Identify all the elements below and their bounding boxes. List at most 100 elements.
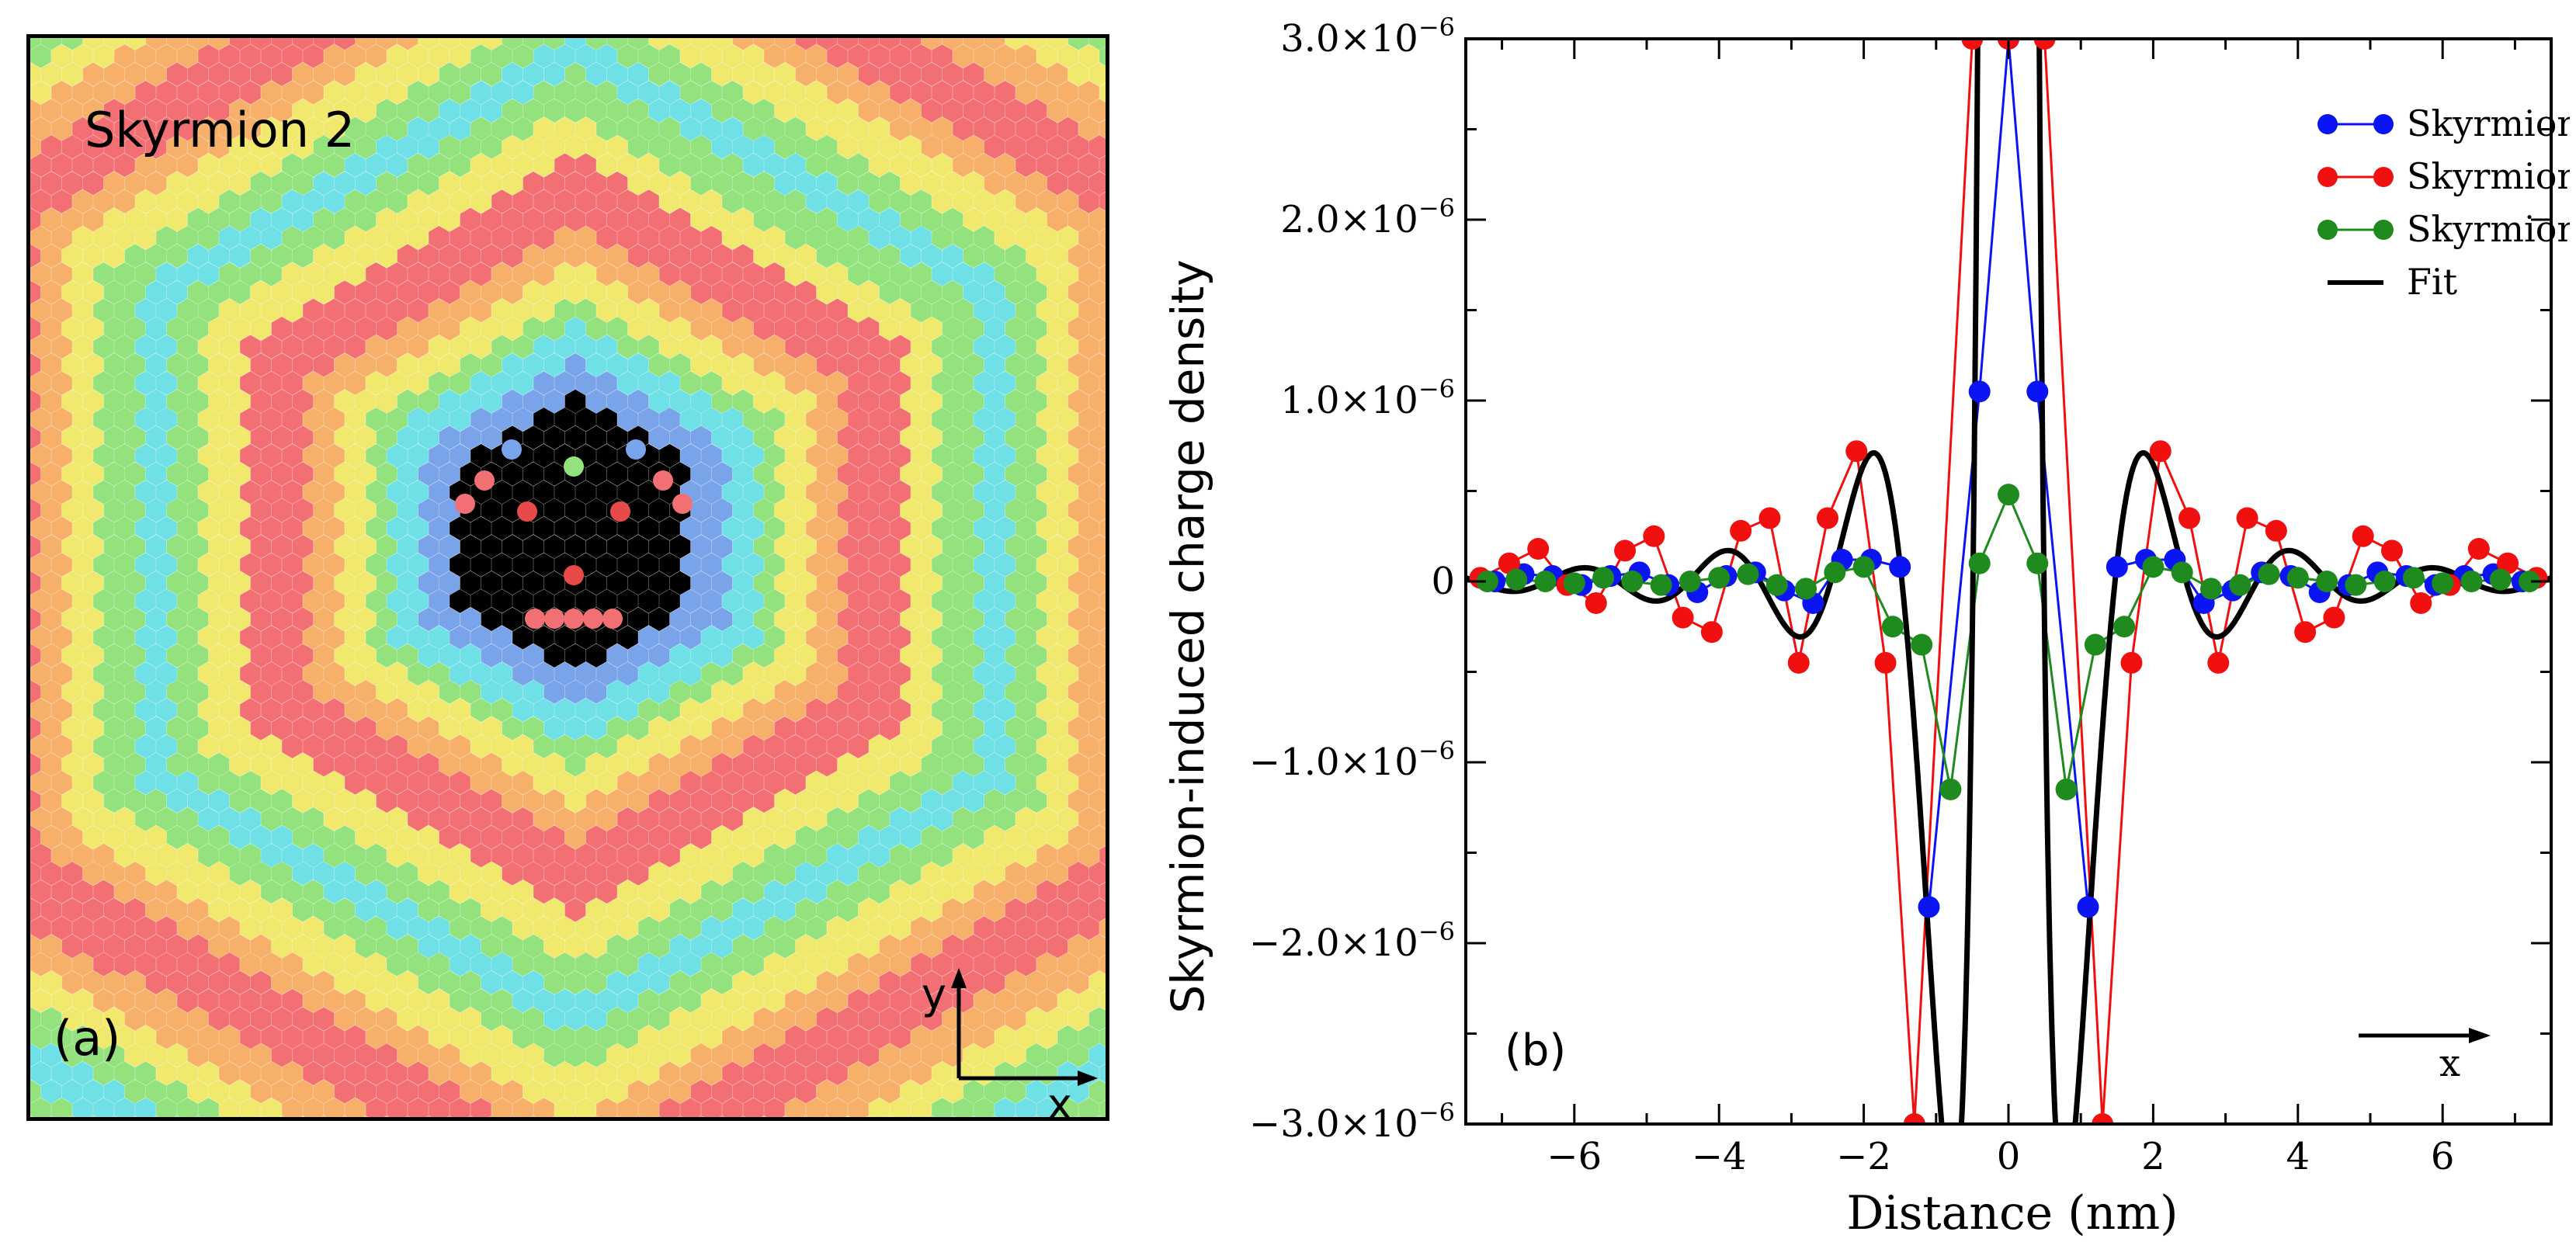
lattice-hex	[711, 752, 733, 777]
lattice-hex	[219, 952, 240, 977]
lattice-hex	[743, 153, 764, 178]
lattice-hex	[481, 244, 502, 269]
lattice-hex	[460, 1079, 481, 1104]
lattice-hex	[879, 389, 901, 414]
lattice-hex	[596, 189, 617, 213]
lattice-hex	[585, 498, 607, 522]
lattice-hex	[51, 298, 72, 323]
lattice-hex	[51, 44, 72, 68]
lattice-hex	[795, 680, 817, 704]
lattice-hex	[198, 189, 219, 213]
lattice-hex	[743, 734, 764, 758]
lattice-hex	[502, 571, 523, 595]
lattice-hex	[942, 825, 963, 849]
lattice-hex	[303, 698, 324, 723]
lattice-hex	[166, 571, 188, 595]
lattice-hex	[282, 625, 303, 650]
lattice-hex	[82, 244, 104, 269]
lattice-hex	[963, 425, 984, 450]
lattice-hex	[240, 44, 261, 68]
lattice-hex	[942, 789, 963, 814]
lattice-hex	[1047, 425, 1068, 450]
lattice-hex	[648, 571, 670, 595]
lattice-hex	[690, 534, 712, 559]
lattice-hex	[837, 1007, 859, 1031]
lattice-hex	[606, 897, 628, 922]
lattice-hex	[627, 207, 649, 232]
lattice-hex	[156, 262, 177, 286]
lattice-hex	[334, 862, 356, 886]
lattice-hex	[753, 99, 775, 123]
lattice-hex	[114, 480, 135, 505]
lattice-hex	[502, 862, 523, 886]
lattice-hex	[261, 843, 282, 868]
lattice-hex	[816, 716, 838, 741]
lattice-hex	[418, 38, 439, 50]
lattice-hex	[250, 1079, 272, 1104]
lattice-hex	[690, 825, 712, 849]
lattice-hex	[564, 825, 586, 849]
lattice-hex	[743, 589, 764, 613]
skyrmion-feature-site	[653, 470, 673, 491]
lattice-hex	[387, 916, 408, 940]
lattice-hex	[774, 752, 796, 777]
lattice-hex	[774, 1043, 796, 1067]
y-axis-title: Skyrmion-induced charge density	[1161, 259, 1214, 1013]
lattice-hex	[1005, 99, 1026, 123]
lattice-hex	[774, 280, 796, 304]
lattice-hex	[30, 317, 41, 341]
lattice-hex	[460, 38, 481, 50]
lattice-hex	[858, 38, 880, 50]
lattice-hex	[103, 389, 125, 414]
skyrmion-feature-site	[564, 456, 584, 477]
lattice-hex	[743, 952, 764, 977]
lattice-hex	[324, 189, 345, 213]
lattice-hex	[974, 516, 995, 541]
lattice-hex	[900, 317, 922, 341]
lattice-hex	[911, 298, 932, 323]
lattice-hex	[1005, 1079, 1026, 1104]
lattice-hex	[837, 534, 859, 559]
lattice-hex	[450, 661, 470, 686]
lattice-hex	[324, 952, 345, 977]
lattice-hex	[156, 189, 177, 213]
lattice-hex	[806, 553, 827, 577]
lattice-hex	[711, 862, 733, 886]
lattice-hex	[1036, 335, 1057, 359]
lattice-hex	[858, 498, 880, 522]
lattice-hex	[177, 589, 198, 613]
lattice-hex	[491, 916, 512, 940]
data-point-series-2	[1643, 525, 1665, 547]
lattice-hex	[439, 571, 460, 595]
lattice-hex	[753, 680, 775, 704]
lattice-hex	[606, 934, 628, 959]
lattice-hex	[764, 843, 785, 868]
lattice-hex	[481, 207, 502, 232]
lattice-hex	[827, 1025, 848, 1050]
lattice-hex	[1068, 462, 1089, 486]
lattice-hex	[774, 425, 796, 450]
lattice-hex	[408, 807, 429, 831]
lattice-hex	[271, 1043, 293, 1067]
lattice-hex	[795, 716, 817, 741]
lattice-hex	[1047, 244, 1068, 269]
lattice-hex	[345, 916, 366, 940]
lattice-hex	[114, 116, 135, 141]
data-point-series-3	[2432, 572, 2454, 595]
lattice-hex	[93, 916, 114, 940]
lattice-hex	[711, 38, 733, 50]
lattice-hex	[984, 498, 1005, 522]
lattice-hex	[219, 698, 240, 723]
data-point-series-3	[2345, 574, 2367, 596]
lattice-hex	[250, 352, 272, 377]
lattice-hex	[984, 207, 1005, 232]
lattice-hex	[334, 498, 356, 522]
lattice-hex	[397, 462, 418, 486]
lattice-hex	[387, 625, 408, 650]
lattice-hex	[585, 1007, 607, 1031]
lattice-hex	[1068, 752, 1089, 777]
lattice-hex	[512, 80, 533, 105]
lattice-hex	[795, 1043, 817, 1067]
lattice-hex	[376, 317, 398, 341]
lattice-hex	[408, 116, 429, 141]
